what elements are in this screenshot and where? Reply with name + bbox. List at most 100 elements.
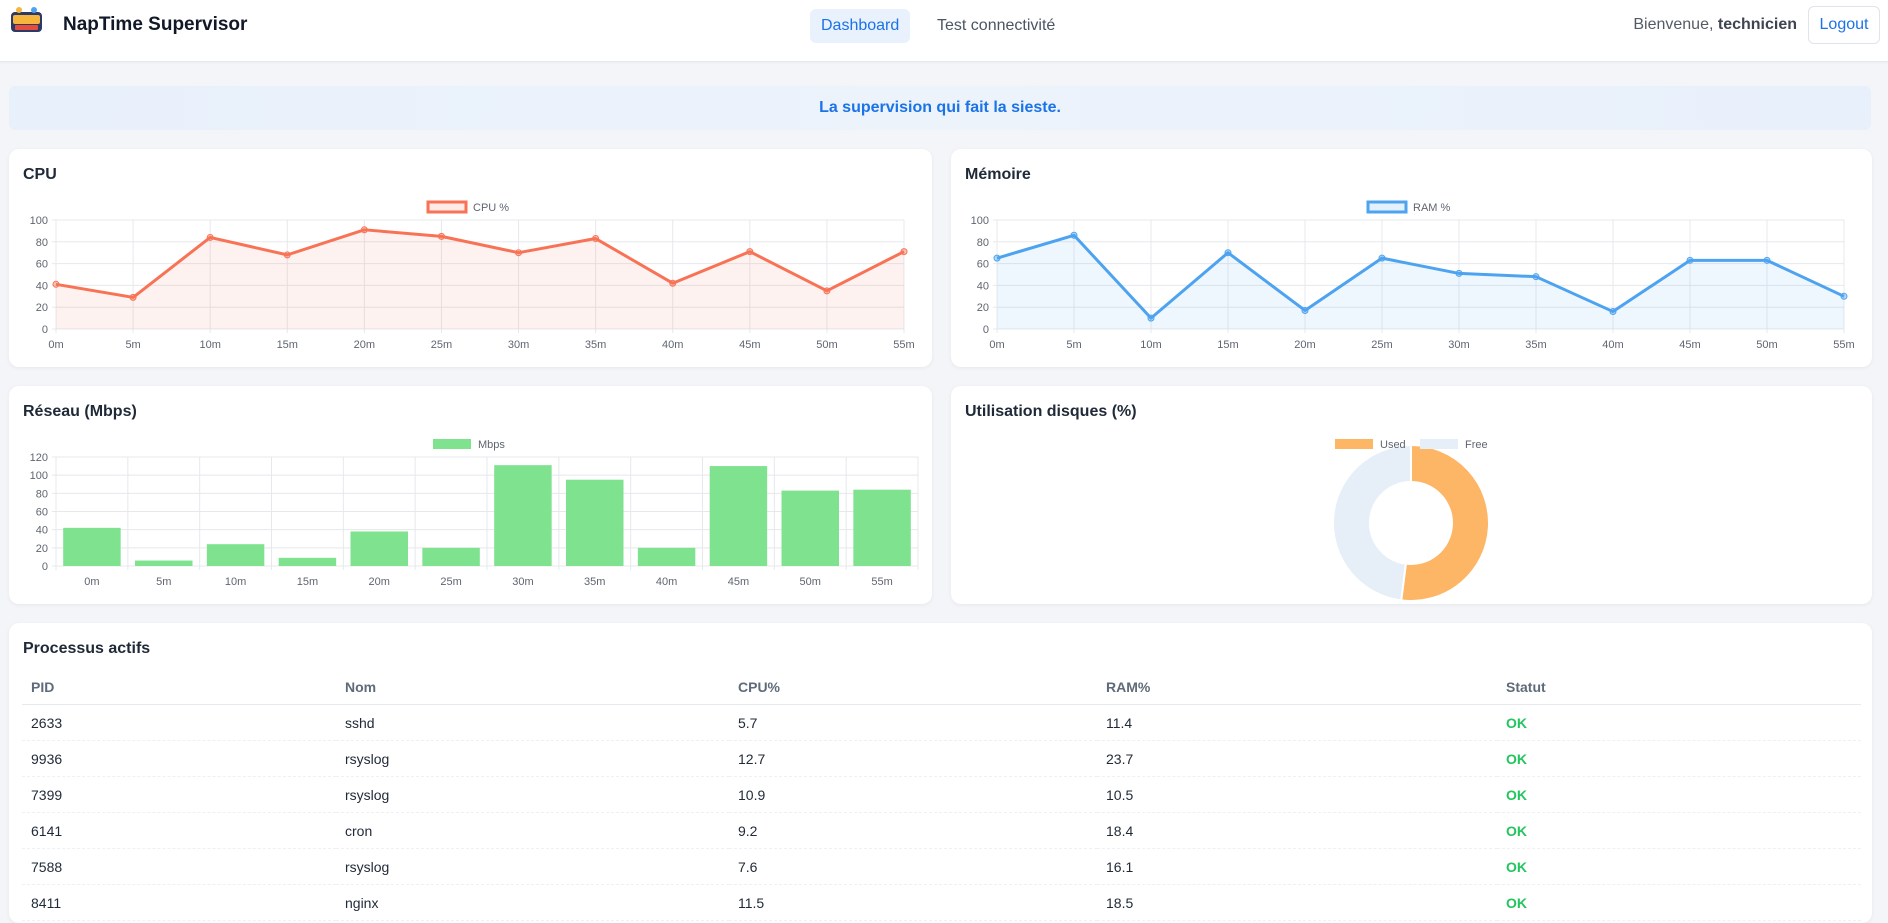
y-tick-label: 20 [977, 302, 989, 314]
x-tick-label: 35m [585, 339, 606, 351]
cell-cpu: 9.2 [729, 812, 1097, 849]
cell-ram: 18.4 [1097, 812, 1497, 849]
cell-cpu: 11.5 [729, 884, 1097, 921]
cell-name: nginx [336, 884, 729, 921]
column-header-cpu[interactable]: CPU% [729, 670, 1097, 705]
legend-swatch [1335, 439, 1373, 449]
x-tick-label: 0m [48, 339, 63, 351]
table-row[interactable]: 8411 nginx 11.5 18.5 OK [22, 884, 1861, 921]
column-header-name[interactable]: Nom [336, 670, 729, 705]
nav-tab-dashboard[interactable]: Dashboard [810, 9, 911, 43]
data-point [823, 287, 831, 295]
x-tick-label: 35m [584, 576, 605, 588]
data-point [1609, 308, 1617, 316]
bar [206, 544, 265, 566]
y-tick-label: 120 [30, 452, 48, 464]
cpu-line-chart: 0 20 40 60 80 100 0m 5m 10m 15m 20m 25m 30m 35m 40m 45m… [30, 200, 915, 351]
processes-table: PID Nom CPU% RAM% Statut 2633 sshd 5.7 1… [22, 670, 1861, 921]
cell-name: rsyslog [336, 740, 729, 777]
nav-tab-connectivity-test[interactable]: Test connectivité [937, 17, 1056, 34]
y-tick-label: 0 [42, 561, 48, 573]
x-tick-label: 40m [662, 339, 683, 351]
bar [709, 466, 768, 566]
data-point [1070, 231, 1078, 239]
y-tick-label: 40 [36, 525, 48, 537]
cell-ram: 23.7 [1097, 740, 1497, 777]
y-tick-label: 40 [36, 280, 48, 292]
x-tick-label: 15m [297, 576, 318, 588]
table-row[interactable]: 7399 rsyslog 10.9 10.5 OK [22, 776, 1861, 813]
cell-ram: 18.5 [1097, 884, 1497, 921]
x-tick-label: 25m [431, 339, 452, 351]
cell-pid: 8411 [22, 884, 336, 921]
cell-pid: 9936 [22, 740, 336, 777]
table-row[interactable]: 9936 rsyslog 12.7 23.7 OK [22, 740, 1861, 777]
cell-name: cron [336, 812, 729, 849]
disk-card: Utilisation disques (%) Used Free [951, 386, 1872, 604]
y-tick-label: 80 [36, 237, 48, 249]
x-tick-label: 15m [1217, 339, 1238, 351]
cell-pid: 6141 [22, 812, 336, 849]
logout-button[interactable]: Logout [1808, 6, 1880, 44]
y-tick-label: 0 [983, 324, 989, 336]
cell-cpu: 10.9 [729, 776, 1097, 813]
cell-pid: 7588 [22, 848, 336, 885]
data-point [1840, 292, 1848, 300]
legend-label: Free [1465, 439, 1488, 451]
x-tick-label: 50m [816, 339, 837, 351]
x-tick-label: 15m [277, 339, 298, 351]
data-point [206, 233, 214, 241]
legend-swatch [1420, 439, 1458, 449]
x-tick-label: 55m [1833, 339, 1854, 351]
table-header-row: PID Nom CPU% RAM% Statut [22, 670, 1861, 705]
donut-slice-used [1400, 443, 1490, 602]
x-tick-label: 0m [989, 339, 1004, 351]
y-tick-label: 100 [971, 215, 989, 227]
column-header-status[interactable]: Statut [1497, 670, 1861, 705]
welcome-message: Bienvenue, technicien [1633, 16, 1797, 34]
column-header-pid[interactable]: PID [22, 670, 336, 705]
x-tick-label: 40m [1602, 339, 1623, 351]
y-tick-label: 20 [36, 302, 48, 314]
x-tick-label: 20m [1294, 339, 1315, 351]
bar [63, 527, 121, 566]
top-navbar: NapTime Supervisor Dashboard Test connec… [0, 0, 1888, 62]
data-point [669, 279, 677, 287]
y-tick-label: 100 [30, 470, 48, 482]
series-line [996, 233, 1845, 320]
data-point [592, 235, 600, 243]
data-point [52, 280, 60, 288]
tagline-banner: La supervision qui fait la sieste. [9, 86, 1871, 130]
cell-name: sshd [336, 704, 729, 741]
network-card-title: Réseau (Mbps) [23, 403, 137, 420]
column-header-ram[interactable]: RAM% [1097, 670, 1497, 705]
x-tick-label: 45m [728, 576, 749, 588]
legend-swatch [1366, 200, 1408, 214]
network-card: Réseau (Mbps) 0 20 40 60 80 100 120 0m 5m 10m 15m 2… [9, 386, 932, 604]
table-row[interactable]: 2633 sshd 5.7 11.4 OK [22, 704, 1861, 741]
legend-label: CPU % [473, 202, 509, 214]
table-row[interactable]: 6141 cron 9.2 18.4 OK [22, 812, 1861, 849]
bar [853, 489, 911, 566]
bar [566, 479, 624, 566]
app-logo[interactable] [10, 6, 43, 36]
cell-status: OK [1497, 812, 1861, 849]
x-tick-label: 50m [1756, 339, 1777, 351]
x-tick-label: 45m [739, 339, 760, 351]
current-username: technicien [1717, 16, 1797, 33]
legend-swatch [426, 200, 468, 214]
app-brand[interactable]: NapTime Supervisor [63, 14, 248, 35]
processes-card-title: Processus actifs [23, 640, 151, 657]
y-tick-label: 80 [977, 237, 989, 249]
donut-slice-free [1332, 443, 1412, 602]
cell-status: OK [1497, 848, 1861, 885]
table-row[interactable]: 7588 rsyslog 7.6 16.1 OK [22, 848, 1861, 885]
data-point [1378, 254, 1386, 262]
legend-label: Used [1380, 439, 1406, 451]
cell-status: OK [1497, 704, 1861, 741]
x-tick-label: 20m [354, 339, 375, 351]
cell-status: OK [1497, 740, 1861, 777]
x-tick-label: 10m [199, 339, 220, 351]
cell-cpu: 12.7 [729, 740, 1097, 777]
cpu-card-title: CPU [23, 166, 57, 183]
